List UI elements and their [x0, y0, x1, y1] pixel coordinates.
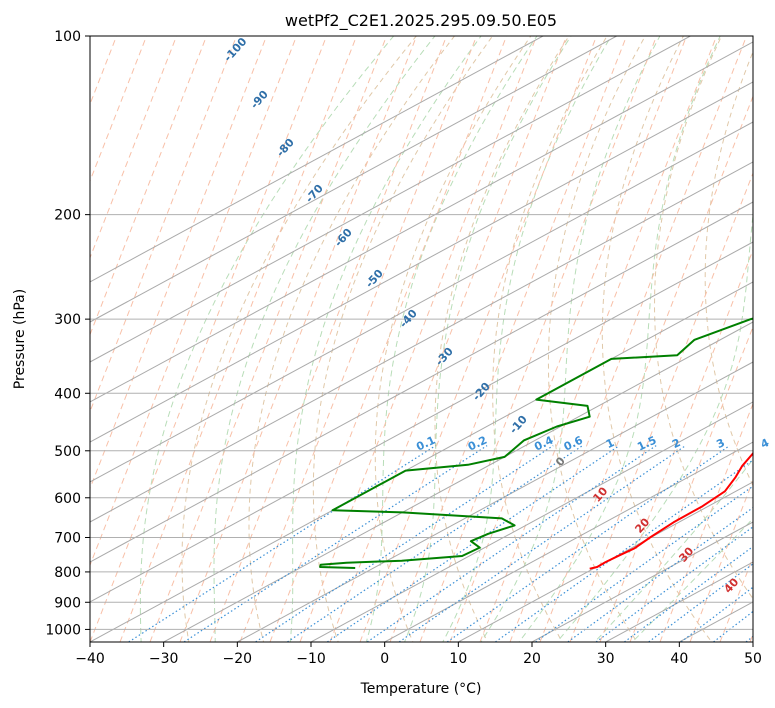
y-tick-label: 900 — [54, 595, 81, 611]
dry-adiabat — [374, 36, 532, 642]
pressure-gridlines — [90, 36, 753, 630]
saturated-adiabat — [119, 36, 358, 642]
saturated-adiabat — [90, 36, 268, 490]
x-tick-label: 0 — [380, 651, 389, 667]
saturated-adiabat — [419, 36, 658, 642]
moist-adiabat — [442, 36, 612, 642]
isotherm-line — [531, 521, 753, 642]
isotherm-line — [90, 36, 691, 363]
y-axis-ticks: 100 200 300 400 500 600 700 800 900 1000 — [45, 29, 90, 638]
saturated-adiabat — [90, 36, 208, 336]
saturated-adiabat — [389, 36, 628, 642]
dry-adiabat — [601, 36, 713, 642]
saturated-adiabat — [269, 36, 508, 642]
y-tick-label: 500 — [54, 444, 81, 460]
x-tick-label: 40 — [670, 651, 688, 667]
mixing-ratio-line — [398, 445, 686, 642]
moist-adiabat — [518, 36, 721, 642]
x-tick-label: −40 — [75, 651, 105, 667]
mixing-ratio-line — [446, 445, 731, 642]
plot-frame — [89, 35, 754, 643]
isotherm-line — [90, 81, 753, 443]
saturated-adiabat — [359, 36, 598, 642]
y-tick-label: 600 — [54, 491, 81, 507]
moist-adiabat — [289, 36, 482, 642]
saturated-adiabat — [90, 36, 178, 260]
y-tick-label: 1000 — [45, 622, 81, 638]
profile-series — [319, 317, 753, 570]
mixing-ratio-line — [366, 445, 657, 642]
x-tick-label: 10 — [449, 651, 467, 667]
y-tick-label: 300 — [54, 312, 81, 328]
y-tick-label: 700 — [54, 531, 81, 547]
dry-adiabat — [492, 36, 608, 642]
isotherm-line — [163, 321, 753, 642]
dewpoint-profile-line — [319, 317, 753, 569]
y-tick-label: 400 — [54, 386, 81, 402]
moist-adiabat — [365, 36, 538, 642]
isotherm-line — [384, 441, 753, 642]
moist-adiabat — [594, 458, 753, 642]
y-tick-label: 800 — [54, 565, 81, 581]
isotherm-line — [90, 241, 753, 603]
saturated-adiabat — [90, 36, 118, 106]
saturated-adiabat — [509, 36, 748, 642]
mixing-ratio-line — [128, 445, 436, 642]
mixing-ratio-line — [287, 445, 583, 642]
isotherm-line — [90, 36, 617, 323]
chart-title: wetPf2_C2E1.2025.295.09.50.E05 — [285, 11, 557, 31]
moist-adiabat — [213, 36, 436, 642]
dry-adiabat — [312, 36, 494, 642]
x-tick-label: 50 — [744, 651, 762, 667]
saturated-adiabat — [299, 36, 538, 642]
x-tick-label: −10 — [296, 651, 326, 667]
x-axis-title: Temperature (°C) — [360, 681, 482, 697]
isotherm-line — [90, 201, 753, 563]
saturated-adiabat — [479, 36, 718, 642]
isotherm-line — [90, 41, 753, 403]
saturated-adiabat — [209, 36, 448, 642]
mixing-ratio-line — [595, 526, 753, 642]
mixing-ratio-line — [535, 485, 753, 642]
mixing-ratio-line — [624, 545, 753, 642]
dry-adiabat — [547, 36, 646, 642]
background-lines — [90, 36, 753, 642]
x-tick-label: 20 — [523, 651, 541, 667]
y-tick-label: 100 — [54, 29, 81, 45]
mixing-ratio-line — [567, 506, 753, 642]
isotherm-line — [310, 401, 753, 642]
dry-adiabat — [653, 36, 753, 600]
moist-adiabat — [404, 36, 572, 642]
y-tick-label: 200 — [54, 208, 81, 224]
mixing-ratio-line — [495, 459, 753, 642]
y-axis-title: Pressure (hPa) — [12, 289, 28, 389]
saturated-adiabat — [149, 36, 388, 642]
isotherm-line — [90, 281, 753, 642]
isotherm-line — [90, 121, 753, 483]
saturated-adiabat — [329, 36, 568, 642]
saturated-adiabat — [449, 36, 688, 642]
temperature-profile-line — [589, 451, 753, 570]
moist-adiabat — [480, 36, 661, 642]
isotherm-line — [90, 36, 544, 283]
saturated-adiabat — [179, 36, 418, 642]
dry-adiabat — [434, 36, 570, 642]
x-tick-label: −30 — [149, 651, 179, 667]
saturated-adiabat — [90, 36, 328, 642]
moist-adiabat — [139, 36, 395, 642]
isotherm-line — [237, 361, 753, 642]
x-tick-label: 30 — [597, 651, 615, 667]
isotherm-line — [90, 161, 753, 523]
saturated-adiabat — [90, 36, 148, 183]
x-axis-ticks: −40 −30 −20 −10 0 10 20 30 40 50 — [75, 642, 762, 667]
dry-adiabat — [704, 50, 753, 487]
saturated-adiabat — [90, 36, 298, 567]
saturated-adiabat — [90, 36, 238, 413]
x-tick-label: −20 — [223, 651, 253, 667]
saturated-adiabat — [239, 36, 478, 642]
